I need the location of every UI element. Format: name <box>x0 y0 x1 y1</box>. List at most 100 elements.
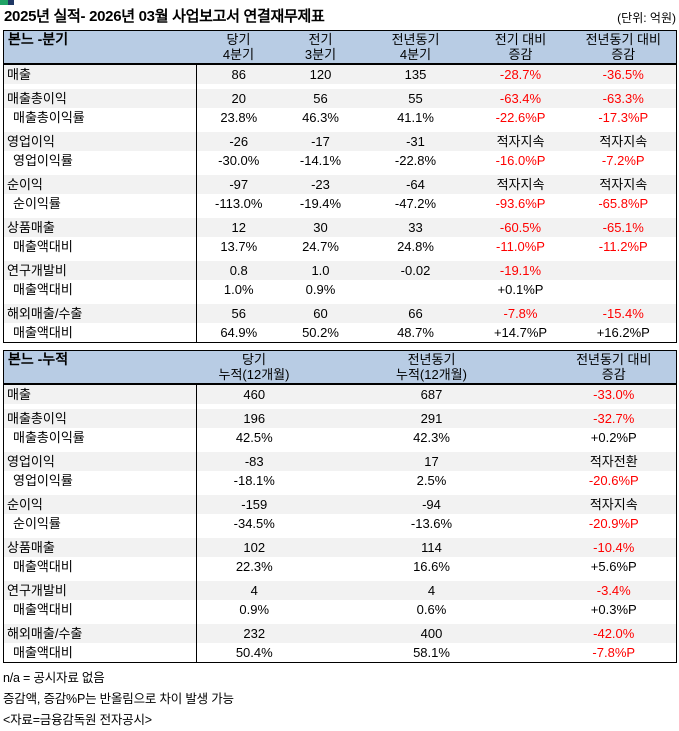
cell-value: 56 <box>196 304 281 323</box>
row-label: 해외매출/수출 <box>3 304 197 323</box>
separator-cell <box>3 84 197 89</box>
cell-value: 30 <box>280 218 361 237</box>
separator-row <box>3 533 677 538</box>
cell-value: -47.2% <box>394 196 437 211</box>
cell-value: -63.3% <box>570 89 677 108</box>
separator-row <box>3 84 677 89</box>
cell-value: 42.3% <box>413 430 450 445</box>
cell-value: -13.6% <box>410 516 453 531</box>
row-label: 영업이익률 <box>3 151 197 170</box>
cell-value: 58.1% <box>413 645 450 660</box>
cell-value: -19.1% <box>470 261 571 280</box>
cell-value: 42.5% <box>235 430 273 445</box>
cell-value: 114 <box>311 538 552 557</box>
cell-value: 12 <box>196 218 281 237</box>
row-label: 매출액대비 <box>3 323 197 343</box>
table-row: 매출액대비 13.7% 24.7% 24.8% -11.0%P -11.2%P <box>3 237 677 256</box>
row-label: 매출총이익 <box>3 89 197 108</box>
quarterly-results-table: 본느 -분기 당기 4분기 전기 3분기 전년동기 4분기 전기 대비 증감 전년동기 대비 증감 매… <box>3 30 677 343</box>
cell-value: 1.0 <box>280 261 361 280</box>
cell-value: 46.3% <box>302 110 339 125</box>
separator-row <box>3 404 677 409</box>
footnote: n/a = 공시자료 없음 <box>3 671 105 685</box>
cell-value: 232 <box>196 624 312 643</box>
table-row: 상품매출 102 114 -10.4% <box>3 538 677 557</box>
cell-value: 22.3% <box>235 559 273 574</box>
cell-value: -159 <box>196 495 312 514</box>
separator-cell <box>196 84 677 89</box>
table-row: 매출액대비 22.3% 16.6% +5.6%P <box>3 557 677 576</box>
cell-value: -16.0%P <box>495 153 546 168</box>
separator-row <box>3 299 677 304</box>
cell-value: 102 <box>196 538 312 557</box>
cell-value: -63.4% <box>470 89 571 108</box>
cell-value: -3.4% <box>551 581 677 600</box>
footnote: <자료=금융감독원 전자공시> <box>3 713 152 727</box>
footnotes: n/a = 공시자료 없음 증감액, 증감%P는 반올림으로 차이 발생 가능 … <box>3 668 679 731</box>
cell-value: 460 <box>196 384 312 404</box>
column-header: 전기 3분기 <box>280 30 361 65</box>
separator-cell <box>3 299 197 304</box>
separator-row <box>3 213 677 218</box>
cell-value: 55 <box>360 89 471 108</box>
separator-cell <box>3 490 197 495</box>
table-row: 연구개발비 0.8 1.0 -0.02 -19.1% <box>3 261 677 280</box>
table-corner-label: 본느 -분기 <box>3 30 197 65</box>
cell-value: 291 <box>311 409 552 428</box>
separator-cell <box>3 213 197 218</box>
row-label: 상품매출 <box>3 218 197 237</box>
row-label: 매출액대비 <box>3 600 197 619</box>
column-header: 전년동기 대비 증감 <box>551 350 677 385</box>
cell-value: 0.8 <box>196 261 281 280</box>
cell-value: 17 <box>311 452 552 471</box>
table-row: 영업이익 -26 -17 -31 적자지속 적자지속 <box>3 132 677 151</box>
separator-cell <box>3 170 197 175</box>
cell-value: 120 <box>280 64 361 84</box>
row-label: 매출 <box>3 384 197 404</box>
row-label: 해외매출/수출 <box>3 624 197 643</box>
table-row: 연구개발비 4 4 -3.4% <box>3 581 677 600</box>
cell-value: -34.5% <box>233 516 275 531</box>
table-row: 해외매출/수출 56 60 66 -7.8% -15.4% <box>3 304 677 323</box>
separator-cell <box>3 256 197 261</box>
cell-value: 24.7% <box>302 239 339 254</box>
cell-value: -42.0% <box>551 624 677 643</box>
cell-value: 400 <box>311 624 552 643</box>
table-row: 매출액대비 1.0% 0.9% +0.1%P <box>3 280 677 299</box>
separator-row <box>3 490 677 495</box>
table-row: 매출액대비 64.9% 50.2% 48.7% +14.7%P +16.2%P <box>3 323 677 343</box>
cell-value: 135 <box>360 64 471 84</box>
cell-value: 적자지속 <box>551 495 677 514</box>
cell-value: -11.2%P <box>598 239 648 254</box>
column-header: 전년동기 대비 증감 <box>570 30 677 65</box>
table-row: 매출총이익률 23.8% 46.3% 41.1% -22.6%P -17.3%P <box>3 108 677 127</box>
cell-value: 64.9% <box>220 325 258 340</box>
cell-value: 23.8% <box>220 110 258 125</box>
separator-cell <box>196 170 677 175</box>
table-corner-label: 본느 -누적 <box>3 350 197 385</box>
cell-value: -31 <box>360 132 471 151</box>
table-row: 순이익 -97 -23 -64 적자지속 적자지속 <box>3 175 677 194</box>
cell-value: 50.2% <box>302 325 339 340</box>
row-label: 매출액대비 <box>3 643 197 663</box>
cell-value: 20 <box>196 89 281 108</box>
separator-row <box>3 256 677 261</box>
cell-value: +0.3%P <box>590 602 637 617</box>
cell-value: -23 <box>280 175 361 194</box>
cell-value: 1.0% <box>223 282 254 297</box>
cell-value: -22.6%P <box>495 110 546 125</box>
table-row: 상품매출 12 30 33 -60.5% -65.1% <box>3 218 677 237</box>
excel-artifact-green <box>0 0 8 5</box>
cell-value: 24.8% <box>397 239 434 254</box>
separator-cell <box>196 299 677 304</box>
cell-value: -20.9%P <box>588 516 639 531</box>
separator-cell <box>196 490 677 495</box>
row-label: 영업이익 <box>3 452 197 471</box>
separator-cell <box>196 127 677 132</box>
cell-value: 0.9% <box>239 602 270 617</box>
column-header: 당기 누적(12개월) <box>196 350 312 385</box>
cell-value: 56 <box>280 89 361 108</box>
separator-cell <box>196 576 677 581</box>
column-header: 전기 대비 증감 <box>470 30 571 65</box>
table-row: 순이익률 -34.5% -13.6% -20.9%P <box>3 514 677 533</box>
